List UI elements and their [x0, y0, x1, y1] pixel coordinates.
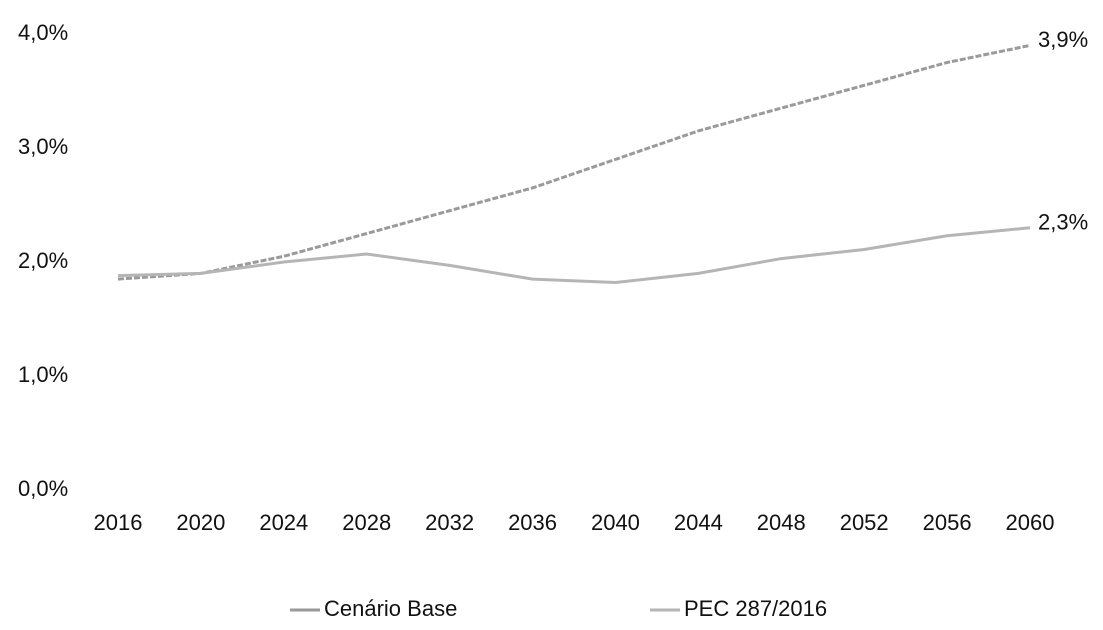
x-tick-label: 2060: [1006, 510, 1055, 535]
x-tick-label: 2028: [342, 510, 391, 535]
y-tick-label: 0,0%: [18, 476, 68, 501]
y-tick-label: 2,0%: [18, 248, 68, 273]
x-tick-label: 2024: [259, 510, 308, 535]
x-tick-label: 2016: [94, 510, 143, 535]
legend-label: Cenário Base: [324, 596, 457, 621]
x-tick-label: 2056: [923, 510, 972, 535]
x-tick-label: 2044: [674, 510, 723, 535]
x-tick-label: 2036: [508, 510, 557, 535]
x-tick-label: 2040: [591, 510, 640, 535]
y-tick-label: 1,0%: [18, 362, 68, 387]
line: [117, 43, 1031, 281]
x-tick-label: 2048: [757, 510, 806, 535]
line: [117, 226, 1031, 285]
data-label: 3,9%: [1038, 27, 1088, 52]
legend-label: PEC 287/2016: [684, 596, 827, 621]
data-label: 2,3%: [1038, 210, 1088, 235]
x-tick-label: 2020: [176, 510, 225, 535]
x-tick-label: 2032: [425, 510, 474, 535]
x-tick-label: 2052: [840, 510, 889, 535]
y-tick-label: 3,0%: [18, 134, 68, 159]
y-tick-label: 4,0%: [18, 20, 68, 45]
